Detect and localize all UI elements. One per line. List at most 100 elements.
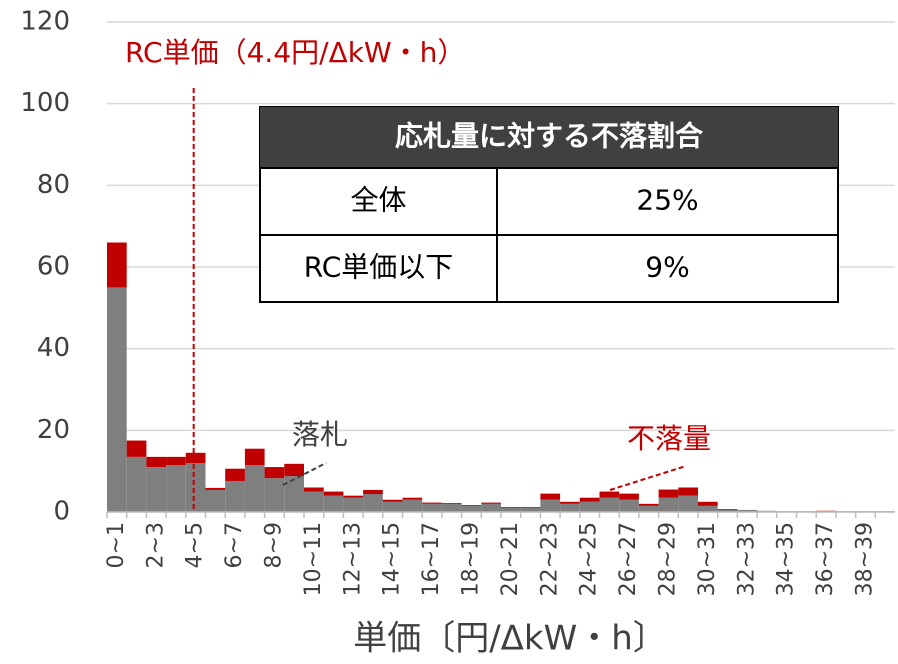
x-tick-label: 24~25 xyxy=(577,522,602,596)
bar-segment xyxy=(225,480,245,512)
bar-segment xyxy=(166,456,186,466)
x-tick-label: 18~19 xyxy=(458,522,483,596)
table-title: 応札量に対する不落割合 xyxy=(395,120,704,153)
x-tick-label: 36~37 xyxy=(813,522,838,596)
bar-segment xyxy=(717,509,738,510)
bar-segment xyxy=(540,493,561,500)
x-tick-label: 38~39 xyxy=(852,522,877,596)
x-tick-label: 32~33 xyxy=(734,522,759,596)
bar-segment xyxy=(658,489,679,498)
bar-segment xyxy=(146,467,167,512)
table-cell: RC単価以下 xyxy=(304,251,454,284)
bar-segment xyxy=(481,502,501,504)
reference-label: RC単価（4.4円/ΔkW・h） xyxy=(125,36,465,69)
x-tick-label: 28~29 xyxy=(655,522,680,596)
x-tick-label: 26~27 xyxy=(616,522,641,596)
bar-segment xyxy=(244,448,265,466)
bar-segment xyxy=(461,505,482,512)
bar-segment xyxy=(225,468,245,481)
y-tick-label: 120 xyxy=(20,7,70,37)
bar-segment xyxy=(304,487,324,492)
bar-segment xyxy=(422,503,442,512)
x-tick-label: 8~9 xyxy=(261,522,286,568)
bar-segment xyxy=(284,476,304,512)
bar-segment xyxy=(166,465,186,512)
y-tick-label: 60 xyxy=(37,252,70,282)
bar-segment xyxy=(402,497,423,500)
bar-segment xyxy=(205,487,226,490)
bar-segment xyxy=(284,463,304,477)
y-tick-label: 20 xyxy=(37,415,70,445)
bar-segment xyxy=(619,499,639,512)
bar-segment xyxy=(717,509,738,512)
x-tick-label: 10~11 xyxy=(301,522,326,596)
bar-segment xyxy=(638,505,659,512)
bar-segment xyxy=(441,503,462,504)
bar-segment xyxy=(560,501,580,504)
bar-segment xyxy=(678,487,698,496)
x-tick-label: 30~31 xyxy=(695,522,720,596)
table-cell: 9% xyxy=(645,251,689,284)
table-cell: 25% xyxy=(636,184,698,217)
x-tick-label: 6~7 xyxy=(222,522,247,568)
bar-segment xyxy=(422,502,442,504)
bar-segment xyxy=(520,507,541,508)
y-tick-label: 40 xyxy=(37,333,70,363)
x-tick-label: 34~35 xyxy=(774,522,799,596)
annotation-line xyxy=(282,462,327,486)
table-header xyxy=(260,107,838,168)
bar-segment xyxy=(501,507,521,512)
bar-segment xyxy=(244,465,265,512)
bar-segment xyxy=(520,507,541,512)
bar-segment xyxy=(185,463,206,512)
bar-segment xyxy=(461,505,482,506)
bar-segment xyxy=(599,491,620,498)
bar-segment xyxy=(205,489,226,512)
x-axis-label: 単価〔円/ΔkW・h〕 xyxy=(353,619,667,659)
bar-segment xyxy=(146,456,167,468)
bar-segment xyxy=(264,467,285,479)
x-tick-label: 16~17 xyxy=(419,522,444,596)
x-tick-label: 4~5 xyxy=(183,522,208,568)
bar-segment xyxy=(363,489,383,495)
bar-segment xyxy=(402,499,423,512)
bar-segment xyxy=(658,497,679,512)
bar-segment xyxy=(737,509,758,512)
bar-segment xyxy=(560,503,580,512)
bar-segment xyxy=(382,501,403,512)
table-cell: 全体 xyxy=(350,184,406,217)
bar-segment xyxy=(579,501,600,512)
x-tick-label: 22~23 xyxy=(537,522,562,596)
annotation: 不落量 xyxy=(627,422,711,455)
bar-segment xyxy=(501,507,521,508)
bar-segment xyxy=(638,503,659,506)
bar-segment xyxy=(304,491,324,512)
x-tick-label: 12~13 xyxy=(340,522,365,596)
bar-segment xyxy=(698,501,718,506)
bar-segment xyxy=(264,478,285,512)
bar-segment xyxy=(323,491,344,496)
y-tick-label: 0 xyxy=(53,497,70,527)
bar-segment xyxy=(678,495,698,512)
bar-segment xyxy=(579,497,600,502)
bar-segment xyxy=(126,440,147,457)
bar-segment xyxy=(323,495,344,512)
bar-segment xyxy=(382,499,403,502)
y-tick-label: 80 xyxy=(37,170,70,200)
bar-segment xyxy=(540,499,561,512)
bar-segment xyxy=(441,503,462,512)
x-tick-label: 20~21 xyxy=(498,522,523,596)
annotation-line xyxy=(609,465,687,491)
x-tick-label: 0~1 xyxy=(104,522,129,568)
bar-segment xyxy=(107,242,127,288)
y-tick-label: 100 xyxy=(20,88,70,118)
bar-segment xyxy=(698,505,718,512)
bar-segment xyxy=(185,452,206,463)
bar-segment xyxy=(343,495,364,498)
bar-segment xyxy=(343,497,364,512)
bar-segment xyxy=(126,456,147,512)
x-tick-label: 2~3 xyxy=(143,522,168,568)
annotation: 落札 xyxy=(292,418,348,451)
bar-segment xyxy=(619,493,639,500)
